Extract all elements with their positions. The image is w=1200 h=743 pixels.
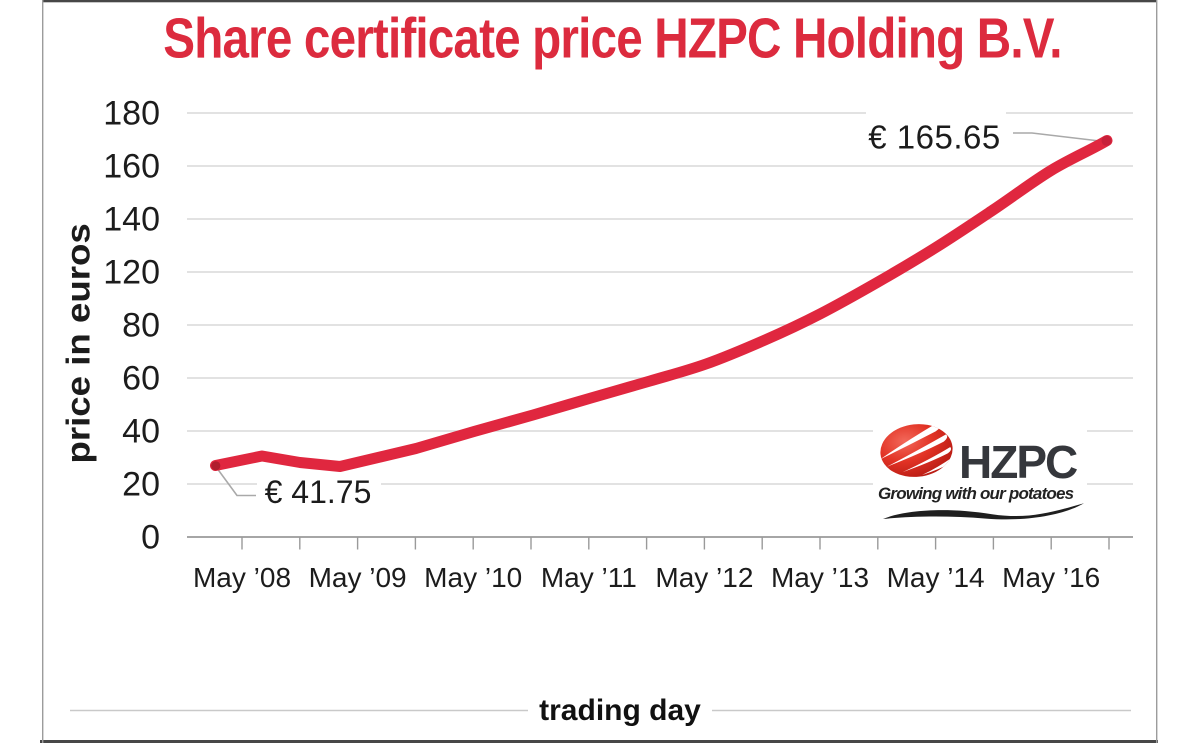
svg-text:May ’11: May ’11: [541, 562, 637, 593]
svg-text:May ’09: May ’09: [309, 562, 407, 593]
svg-text:180: 180: [103, 95, 160, 133]
svg-text:120: 120: [103, 254, 160, 292]
svg-text:May ’08: May ’08: [193, 562, 291, 593]
svg-text:40: 40: [122, 413, 160, 451]
svg-text:price in euros: price in euros: [60, 223, 97, 463]
svg-text:€ 165.65: € 165.65: [868, 119, 1000, 156]
svg-text:trading day: trading day: [539, 694, 701, 727]
svg-text:€ 41.75: € 41.75: [265, 474, 372, 510]
svg-text:20: 20: [122, 466, 160, 504]
svg-text:May ’16: May ’16: [1002, 562, 1100, 593]
svg-text:60: 60: [122, 360, 160, 398]
svg-text:May ’13: May ’13: [771, 562, 869, 593]
svg-text:80: 80: [122, 307, 160, 345]
svg-text:140: 140: [103, 201, 160, 239]
svg-text:0: 0: [141, 519, 160, 557]
svg-text:May ’12: May ’12: [655, 562, 753, 593]
svg-text:HZPC: HZPC: [959, 436, 1077, 488]
svg-text:Share certificate price HZPC H: Share certificate price HZPC Holding B.V…: [163, 7, 1061, 71]
svg-text:160: 160: [103, 148, 160, 186]
svg-text:Growing with our potatoes: Growing with our potatoes: [878, 484, 1074, 503]
svg-text:May ’14: May ’14: [887, 562, 985, 593]
svg-text:May ’10: May ’10: [424, 562, 522, 593]
